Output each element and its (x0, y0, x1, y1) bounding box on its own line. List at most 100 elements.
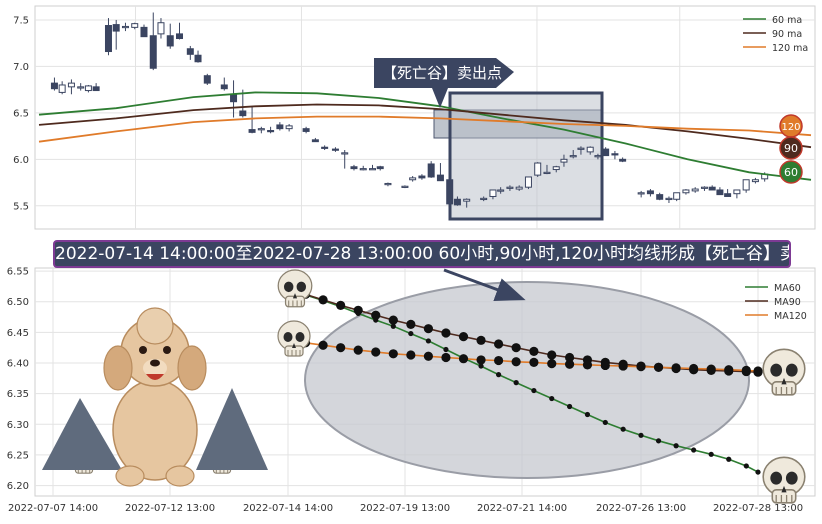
candlestick (267, 126, 275, 134)
candle-body (453, 198, 461, 206)
ma-point (390, 323, 396, 329)
candlestick (524, 176, 532, 190)
candle-body (401, 185, 409, 188)
bottom-y-tick-label: 6.45 (7, 328, 29, 339)
candle-body (186, 48, 194, 55)
candle-body (656, 194, 664, 200)
bottom-y-tick-label: 6.25 (7, 450, 29, 461)
ma-point (318, 295, 328, 305)
candlestick (665, 196, 673, 203)
ma-point (513, 380, 519, 386)
signal-banner: 2022-07-14 14:00:00至2022-07-28 13:00:00 … (53, 240, 791, 268)
candlestick (409, 176, 417, 182)
candle-body (724, 193, 732, 197)
candlestick (157, 18, 165, 39)
candlestick (489, 189, 497, 200)
ma-point (691, 447, 697, 453)
ma-point (531, 387, 537, 394)
ma-point (753, 366, 763, 376)
candle-body (276, 124, 284, 130)
candlestick (186, 45, 194, 60)
candle-body (436, 174, 444, 182)
candlestick (104, 18, 112, 56)
candlestick (341, 150, 349, 169)
candlestick (700, 186, 708, 191)
candle-body (560, 158, 568, 163)
ma-point (511, 357, 521, 367)
candle-body (121, 25, 129, 29)
candle-body (50, 82, 58, 90)
ma-point (476, 335, 486, 345)
candlestick (92, 83, 100, 92)
candle-body (220, 84, 228, 90)
candlestick (463, 198, 471, 208)
candle-body (267, 130, 275, 133)
ma-point (336, 300, 346, 310)
ma-line-120-ma (38, 115, 812, 143)
candlestick (611, 150, 619, 160)
candlestick (84, 84, 92, 93)
ma-point (755, 469, 761, 475)
death-valley-ellipse (304, 281, 750, 479)
candle-body (733, 189, 741, 195)
ma-point (636, 362, 646, 372)
candlestick (515, 185, 523, 191)
candlestick (149, 12, 157, 71)
candle-body (376, 166, 384, 170)
candlestick (646, 189, 654, 197)
ma-point (443, 346, 449, 353)
candlestick (121, 22, 129, 32)
signal-callout-arrow (374, 58, 514, 88)
candle-body (58, 84, 66, 93)
candle-body (311, 139, 319, 143)
ma-point (600, 360, 610, 371)
bottom-y-tick-label: 6.55 (7, 267, 29, 278)
ma-point (547, 359, 557, 369)
candle-body (331, 148, 339, 151)
skull-icon (762, 348, 806, 396)
ma-point (353, 305, 363, 315)
bottom-x-tick-label: 2022-07-21 14:00 (477, 503, 567, 514)
candle-body (194, 54, 202, 63)
bottom-legend: MA60 MA90 MA120 (745, 283, 807, 322)
bottom-y-tick-label: 6.35 (7, 389, 29, 400)
candle-body (427, 163, 435, 178)
bottom-y-tick-label: 6.30 (7, 420, 29, 431)
ma-point (741, 365, 751, 375)
candlestick (506, 185, 514, 191)
ma-point (584, 411, 591, 418)
candlestick (552, 165, 560, 173)
candle-body (285, 125, 293, 130)
candlestick (166, 23, 174, 49)
bottom-x-tick-label: 2022-07-19 13:00 (360, 503, 450, 514)
candlestick (384, 182, 392, 187)
candle-body (463, 198, 471, 202)
candle-body (716, 189, 724, 196)
candlestick (311, 137, 319, 143)
ma-point (565, 359, 575, 369)
bottom-x-tick-label: 2022-07-12 13:00 (125, 503, 215, 514)
legend-label-60: 60 ma (772, 15, 802, 26)
top-legend: 60 ma 90 ma 120 ma (743, 15, 808, 54)
ma-point (318, 340, 328, 350)
bottom-ma-panel: 6.20 6.25 6.30 6.35 6.40 6.45 6.50 6.55 2022-07… (7, 267, 816, 514)
candle-body (350, 166, 358, 170)
mountain-left (42, 398, 122, 470)
candle-body (586, 146, 594, 153)
ma-point (618, 361, 628, 371)
candlestick (203, 73, 211, 85)
ma-point (425, 338, 431, 344)
ma-point (478, 363, 484, 369)
candlestick (257, 126, 265, 134)
candlestick (480, 196, 488, 202)
candle-body (751, 179, 759, 183)
ma-point (423, 351, 433, 361)
candle-body (384, 182, 392, 186)
candle-body (84, 85, 92, 92)
candle-body (409, 177, 417, 181)
ma-line-90-ma (38, 103, 812, 149)
ma-point (423, 324, 433, 334)
ma-end-badges: 120 90 60 (779, 114, 803, 184)
bottom-x-tick-label: 2022-07-28 13:00 (713, 503, 803, 514)
